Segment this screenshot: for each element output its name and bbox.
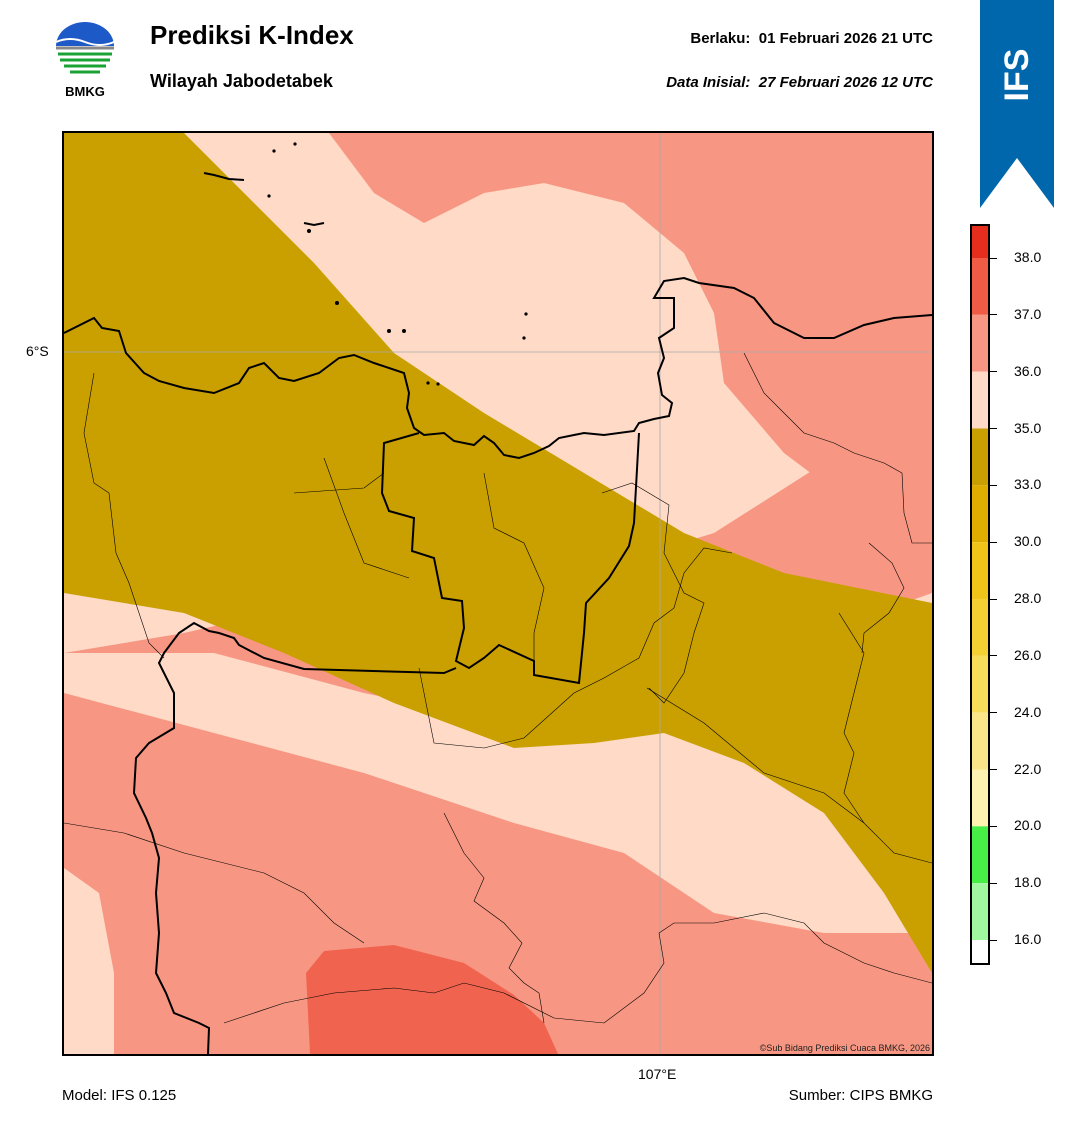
coastline [64,172,932,460]
colorbar-segment [970,655,990,713]
colorbar-tick-label: 30.0 [1014,533,1042,550]
colorbar-tick-label: 33.0 [1014,476,1042,493]
colorbar-tick-mark [990,541,997,543]
colorbar-segment [970,826,990,884]
page-subtitle: Wilayah Jabodetabek [150,71,333,91]
colorbar-segment [970,883,990,940]
colorbar-segment [970,428,990,486]
colorbar-tick-label: 28.0 [1014,590,1042,606]
bmkg-logo-icon [55,22,115,74]
colorbar-tick-label: 16.0 [1014,931,1042,947]
valid-time-label: Berlaku: [690,30,751,47]
province-border [132,432,640,1054]
colorbar-tick-label: 18.0 [1014,874,1042,891]
colorbar [970,224,990,965]
islands [267,142,528,386]
page-title: Prediksi K-Index [150,20,354,50]
colorbar-border [970,224,990,965]
colorbar-tick-mark [990,769,997,770]
colorbar-tick-mark [990,825,997,827]
colorbar-tick-mark [990,314,997,316]
colorbar-segment [970,314,990,372]
colorbar-tick-label: 36.0 [1014,362,1042,379]
colorbar-tick-mark [990,712,997,714]
source-label: Sumber: CIPS BMKG [788,1087,933,1104]
colorbar-segment [970,712,990,770]
colorbar-tick-label: 37.0 [1014,305,1042,322]
logo-text: BMKG [65,84,105,99]
band-33-35 [64,133,932,973]
init-time-label: Data Inisial: [666,74,751,91]
colorbar-segment [970,258,990,315]
colorbar-segment [970,599,990,656]
band-35-36-southwest [64,868,114,1054]
forecast-map [62,131,934,1056]
colorbar-tick-label: 20.0 [1014,817,1042,834]
colorbar-segment [970,371,990,429]
colorbar-tick-mark [990,257,997,259]
colorbar-tick-label: 38.0 [1014,249,1042,265]
colorbar-scale [970,224,990,965]
init-time-value: 27 Februari 2026 12 UTC [758,74,933,91]
band-37-38 [306,945,558,1054]
colorbar-tick-label: 35.0 [1014,419,1042,436]
lon-label: 107°E [638,1066,677,1082]
k-index-field [64,133,932,1054]
model-label: Model: IFS 0.125 [62,1087,177,1104]
lat-label: 6°S [26,343,49,359]
colorbar-segment [970,769,990,827]
colorbar-segment [970,485,990,543]
colorbar-segment [970,224,990,258]
ifs-badge: IFS [998,49,1036,102]
ifs-badge-text: IFS [998,49,1036,102]
colorbar-tick-mark [990,428,997,429]
colorbar-tick-mark [990,882,997,884]
valid-time-value: 01 Februari 2026 21 UTC [758,30,933,47]
map-credit: ©Sub Bidang Prediksi Cuaca BMKG, 2026 [759,1043,930,1053]
colorbar-tick-label: 24.0 [1014,703,1042,720]
colorbar-tick-mark [990,939,997,941]
colorbar-tick-mark [990,655,997,657]
colorbar-tick-label: 22.0 [1014,760,1042,777]
colorbar-tick-mark [990,484,997,486]
ifs-badge-icon [980,0,1054,208]
colorbar-segment [970,940,990,965]
colorbar-tick-label: 26.0 [1014,646,1042,663]
colorbar-tick-mark [990,371,997,373]
colorbar-segment [970,542,990,599]
district-borders [64,352,932,1024]
valid-time: Berlaku: 01 Februari 2026 21 UTC [690,30,933,47]
band-36-37-north [329,133,932,543]
colorbar-tick-mark [990,598,997,600]
init-time: Data Inisial: 27 Februari 2026 12 UTC [666,74,933,91]
